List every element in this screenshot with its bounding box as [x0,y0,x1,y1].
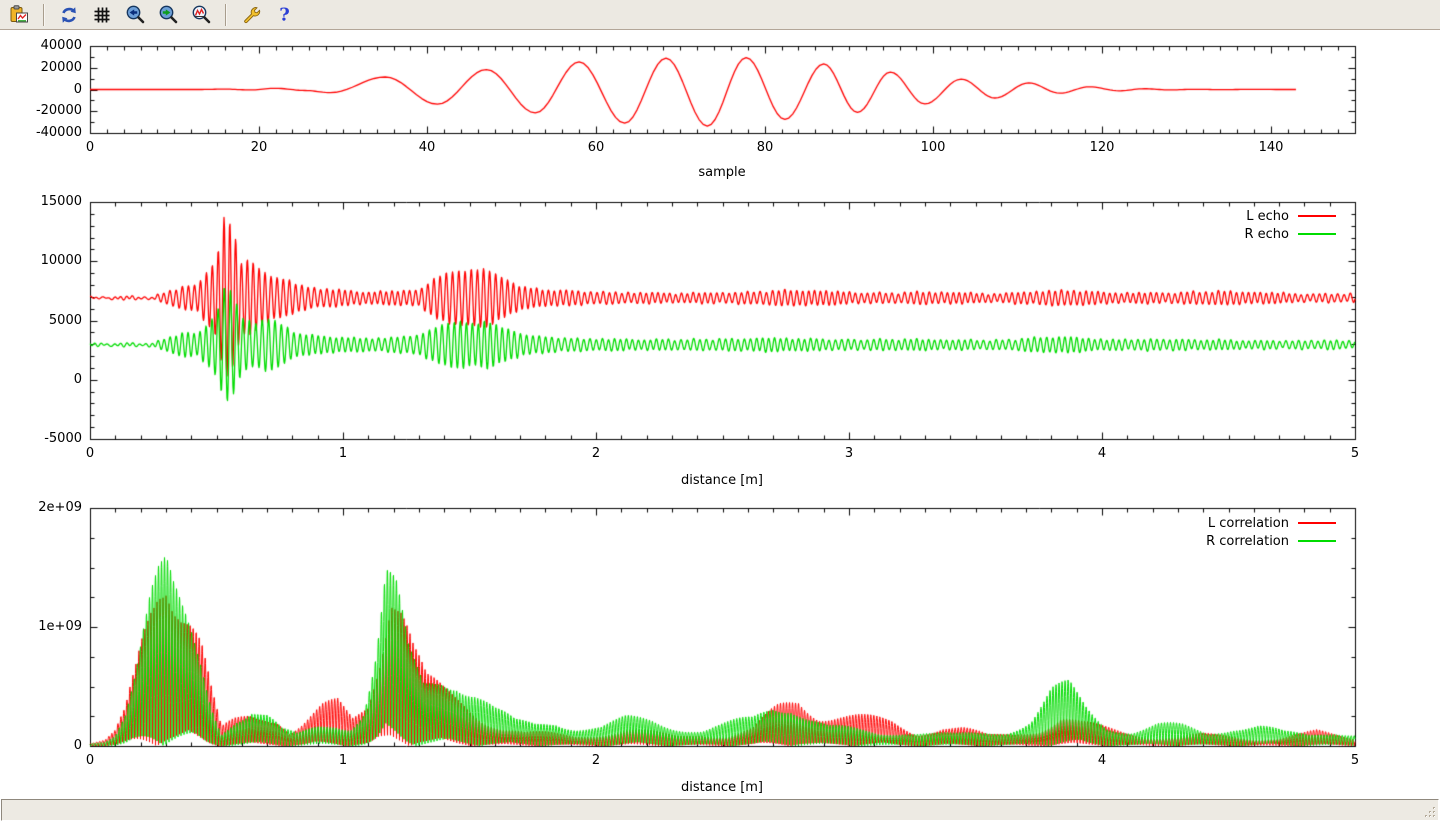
zoom-next-icon [159,5,177,24]
settings-button[interactable] [238,2,264,28]
autoscale-icon [192,5,210,24]
refresh-icon [62,6,76,23]
toolbar-separator [225,3,227,26]
zoom-previous-icon [126,5,144,24]
grid-icon [94,7,110,22]
zoom-previous-button[interactable] [122,2,148,28]
refresh-button[interactable] [56,2,82,28]
zoom-next-button[interactable] [155,2,181,28]
svg-text:?: ? [279,5,290,26]
xlabel-chart1: sample [698,165,746,180]
toolbar: ? [0,0,1440,30]
legend-label-r-correlation: R correlation [1206,533,1289,549]
legend-line-red-icon [1298,522,1336,524]
help-button[interactable]: ? [271,2,297,28]
resize-grip-icon[interactable] [1423,805,1437,819]
legend-line-green-icon [1298,233,1336,235]
legend-label-l-echo: L echo [1246,208,1289,224]
legend-label-l-correlation: L correlation [1207,515,1289,531]
xlabel-chart3: distance [m] [680,780,764,795]
legend-row: L echo [1244,208,1336,224]
xlabel-chart2: distance [m] [680,473,764,488]
copy-to-clipboard-button[interactable] [6,2,32,28]
legend-line-green-icon [1298,540,1336,542]
legend-line-red-icon [1298,215,1336,217]
legend-row: R correlation [1206,533,1336,549]
toolbar-separator [43,3,45,26]
toggle-grid-button[interactable] [89,2,115,28]
legend-row: L correlation [1206,515,1336,531]
legend-label-r-echo: R echo [1244,226,1289,242]
legend-row: R echo [1244,226,1336,242]
wrench-icon [243,7,260,24]
legend-echo: L echo R echo [1244,208,1336,242]
status-bar [1,799,1439,821]
copy-to-clipboard-icon [10,5,28,23]
autoscale-button[interactable] [188,2,214,28]
plot-canvas[interactable] [0,0,1440,798]
legend-correlation: L correlation R correlation [1206,515,1336,549]
help-icon: ? [279,5,290,26]
